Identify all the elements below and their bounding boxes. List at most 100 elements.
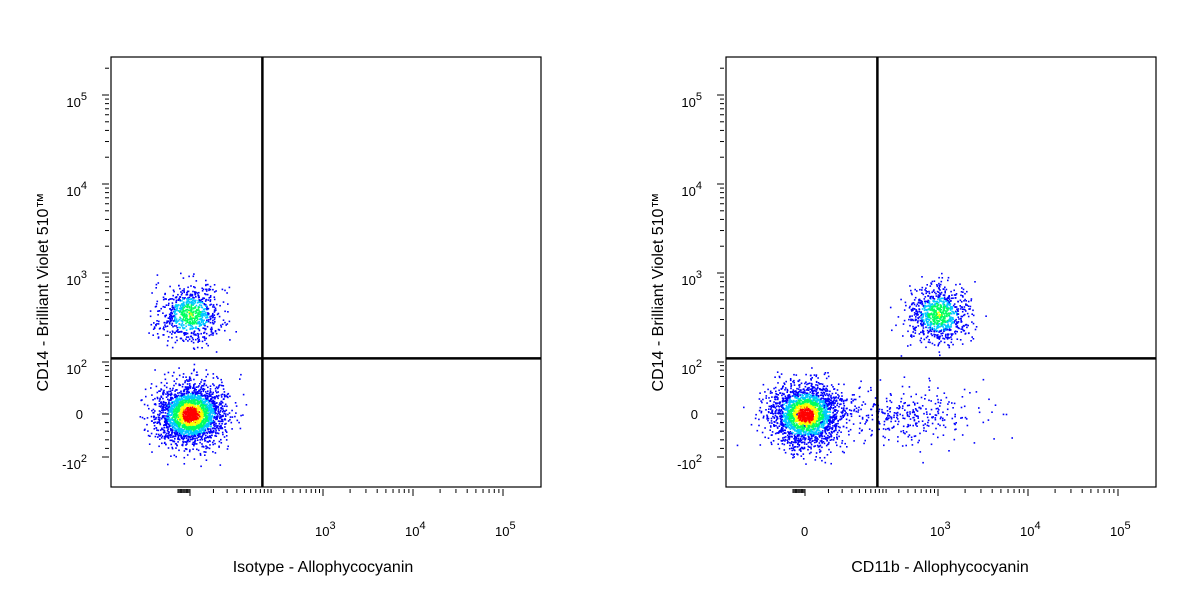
right-plot-event-dot <box>811 367 813 369</box>
left-plot-event-dot <box>170 430 172 432</box>
left-plot-event-dot <box>163 432 165 434</box>
right-plot-event-dot <box>840 431 842 433</box>
left-plot-event-dot <box>198 313 200 315</box>
right-plot-event-dot <box>816 381 818 383</box>
left-plot-event-dot <box>180 306 182 308</box>
left-plot-event-dot <box>158 446 160 448</box>
right-plot-event-dot <box>796 425 798 427</box>
left-plot-event-dot <box>168 299 170 301</box>
left-plot-event-dot <box>169 308 171 310</box>
left-plot-event-dot <box>201 439 203 441</box>
left-plot-event-dot <box>172 432 174 434</box>
right-plot-event-dot <box>835 414 837 416</box>
right-plot-event-dot <box>771 422 773 424</box>
left-plot-event-dot <box>188 324 190 326</box>
left-plot-event-dot <box>188 276 190 278</box>
left-plot-event-dot <box>176 432 178 434</box>
left-plot-event-dot <box>200 454 202 456</box>
left-plot-event-dot <box>187 340 189 342</box>
left-plot-event-dot <box>159 415 161 417</box>
left-plot-event-dot <box>200 436 202 438</box>
left-plot-event-dot <box>187 405 189 407</box>
left-plot-event-dot <box>217 425 219 427</box>
left-plot-event-dot <box>189 424 191 426</box>
left-plot-event-dot <box>197 317 199 319</box>
left-plot-event-dot <box>204 315 206 317</box>
right-plot-event-dot <box>785 452 787 454</box>
left-plot-event-dot <box>187 383 189 385</box>
left-plot-event-dot <box>180 309 182 311</box>
left-plot-event-dot <box>193 419 195 421</box>
left-plot-event-dot <box>219 404 221 406</box>
left-plot-event-dot <box>182 384 184 386</box>
left-plot-event-dot <box>185 411 187 413</box>
left-plot-event-dot <box>209 440 211 442</box>
left-plot-event-dot <box>175 434 177 436</box>
left-plot-event-dot <box>214 408 216 410</box>
left-plot-event-dot <box>195 431 197 433</box>
left-plot-event-dot <box>177 330 179 332</box>
left-plot-event-dot <box>191 314 193 316</box>
left-plot-event-dot <box>210 296 212 298</box>
left-plot-event-dot <box>174 455 176 457</box>
right-plot-event-dot <box>838 430 840 432</box>
left-plot-event-dot <box>202 425 204 427</box>
left-plot-event-dot <box>207 409 209 411</box>
left-plot-event-dot <box>207 406 209 408</box>
right-plot-event-dot <box>790 388 792 390</box>
left-plot-event-dot <box>172 429 174 431</box>
left-plot-event-dot <box>180 291 182 293</box>
left-plot-event-dot <box>185 419 187 421</box>
left-plot-event-dot <box>198 390 200 392</box>
right-plot-event-dot <box>839 399 841 401</box>
left-plot-event-dot <box>192 442 194 444</box>
right-plot-event-dot <box>785 413 787 415</box>
left-plot-event-dot <box>198 333 200 335</box>
left-plot-event-dot <box>194 395 196 397</box>
left-plot-event-dot <box>182 376 184 378</box>
left-plot-event-dot <box>188 311 190 313</box>
left-plot-event-dot <box>201 443 203 445</box>
left-plot-event-dot <box>188 336 190 338</box>
right-plot-event-dot <box>853 394 855 396</box>
left-plot-event-dot <box>169 388 171 390</box>
right-plot-event-dot <box>789 399 791 401</box>
left-plot-event-dot <box>198 421 200 423</box>
left-plot-event-dot <box>196 305 198 307</box>
left-plot-event-dot <box>205 451 207 453</box>
left-plot-event-dot <box>222 415 224 417</box>
right-plot-event-dot <box>827 435 829 437</box>
left-plot-event-dot <box>188 407 190 409</box>
left-plot-event-dot <box>183 439 185 441</box>
left-plot-event-dot <box>194 438 196 440</box>
right-plot-event-dot <box>815 459 817 461</box>
left-plot-event-dot <box>205 313 207 315</box>
left-plot-event-dot <box>184 422 186 424</box>
right-plot-event-dot <box>810 379 812 381</box>
left-plot-event-dot <box>212 306 214 308</box>
left-plot-event-dot <box>178 285 180 287</box>
left-plot-event-dot <box>198 310 200 312</box>
left-plot-event-dot <box>208 319 210 321</box>
left-plot-event-dot <box>167 414 169 416</box>
right-plot-event-dot <box>832 386 834 388</box>
right-plot-event-dot <box>805 381 807 383</box>
left-plot-event-dot <box>192 323 194 325</box>
left-plot-event-dot <box>246 404 248 406</box>
left-plot-event-dot <box>229 412 231 414</box>
left-plot-event-dot <box>210 416 212 418</box>
left-plot-event-dot <box>218 430 220 432</box>
left-plot-event-dot <box>200 405 202 407</box>
right-plot-event-dot <box>827 444 829 446</box>
left-plot-event-dot <box>192 337 194 339</box>
right-plot-event-dot <box>828 449 830 451</box>
left-plot-event-dot <box>188 411 190 413</box>
left-plot-event-dot <box>191 309 193 311</box>
left-plot-event-dot <box>166 418 168 420</box>
left-plot-event-dot <box>205 329 207 331</box>
left-plot-event-dot <box>180 414 182 416</box>
left-plot-event-dot <box>192 304 194 306</box>
left-plot-event-dot <box>165 424 167 426</box>
left-plot-event-dot <box>167 408 169 410</box>
left-plot-event-dot <box>197 413 199 415</box>
